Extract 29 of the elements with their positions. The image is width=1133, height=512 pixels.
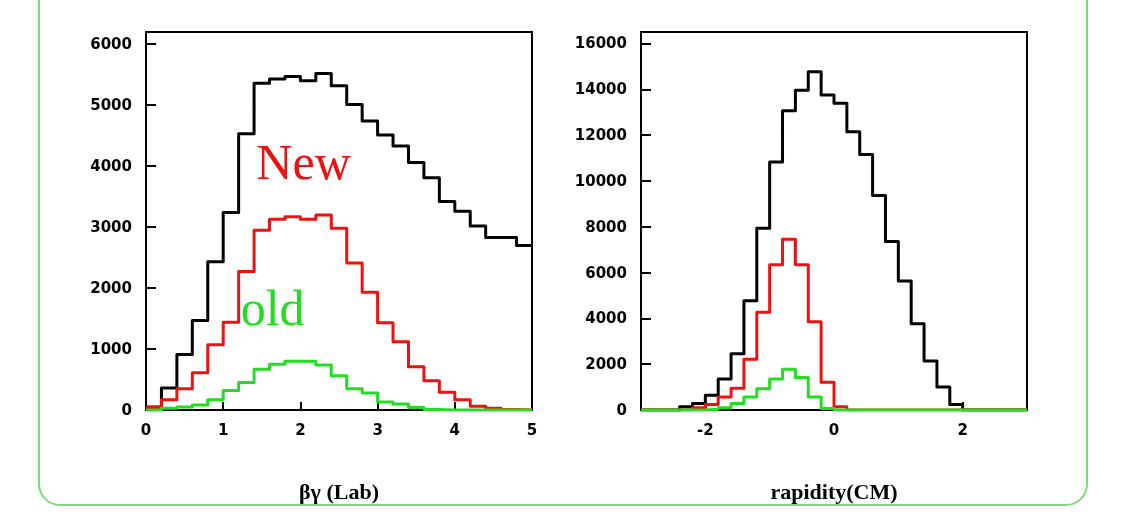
y-tick-label: 0 [616, 401, 627, 419]
y-tick-label: 10000 [574, 171, 627, 190]
x-tick-label: 5 [526, 420, 538, 439]
y-tick-label: 8000 [585, 217, 627, 236]
y-tick-label: 14000 [574, 80, 627, 99]
y-tick-label: 2000 [90, 279, 132, 298]
x-axis-title: βγ (Lab) [299, 478, 379, 504]
x-tick-label: 4 [449, 420, 461, 439]
y-tick-label: 16000 [574, 34, 627, 53]
y-tick-label: 0 [121, 401, 132, 419]
y-tick-label: 12000 [574, 126, 627, 145]
y-tick-label: 6000 [585, 263, 627, 282]
x-tick-label: 2 [957, 420, 968, 439]
y-tick-label: 3000 [90, 218, 132, 237]
x-tick-label: 2 [295, 420, 306, 439]
x-tick-label: 1 [217, 420, 229, 439]
x-tick-label: 3 [372, 420, 383, 439]
x-tick-label: -2 [697, 420, 714, 439]
x-axis-title: rapidity(CM) [770, 478, 898, 504]
y-tick-label: 4000 [585, 309, 627, 328]
y-tick-label: 6000 [90, 35, 132, 54]
x-tick-label: 0 [140, 420, 152, 439]
series-label: old [240, 280, 305, 337]
x-tick-label: 0 [828, 420, 840, 439]
y-tick-label: 4000 [90, 157, 132, 176]
y-tick-label: 1000 [90, 340, 132, 359]
series-label: New [256, 133, 351, 190]
y-tick-label: 5000 [90, 96, 132, 115]
y-tick-label: 2000 [585, 355, 627, 374]
